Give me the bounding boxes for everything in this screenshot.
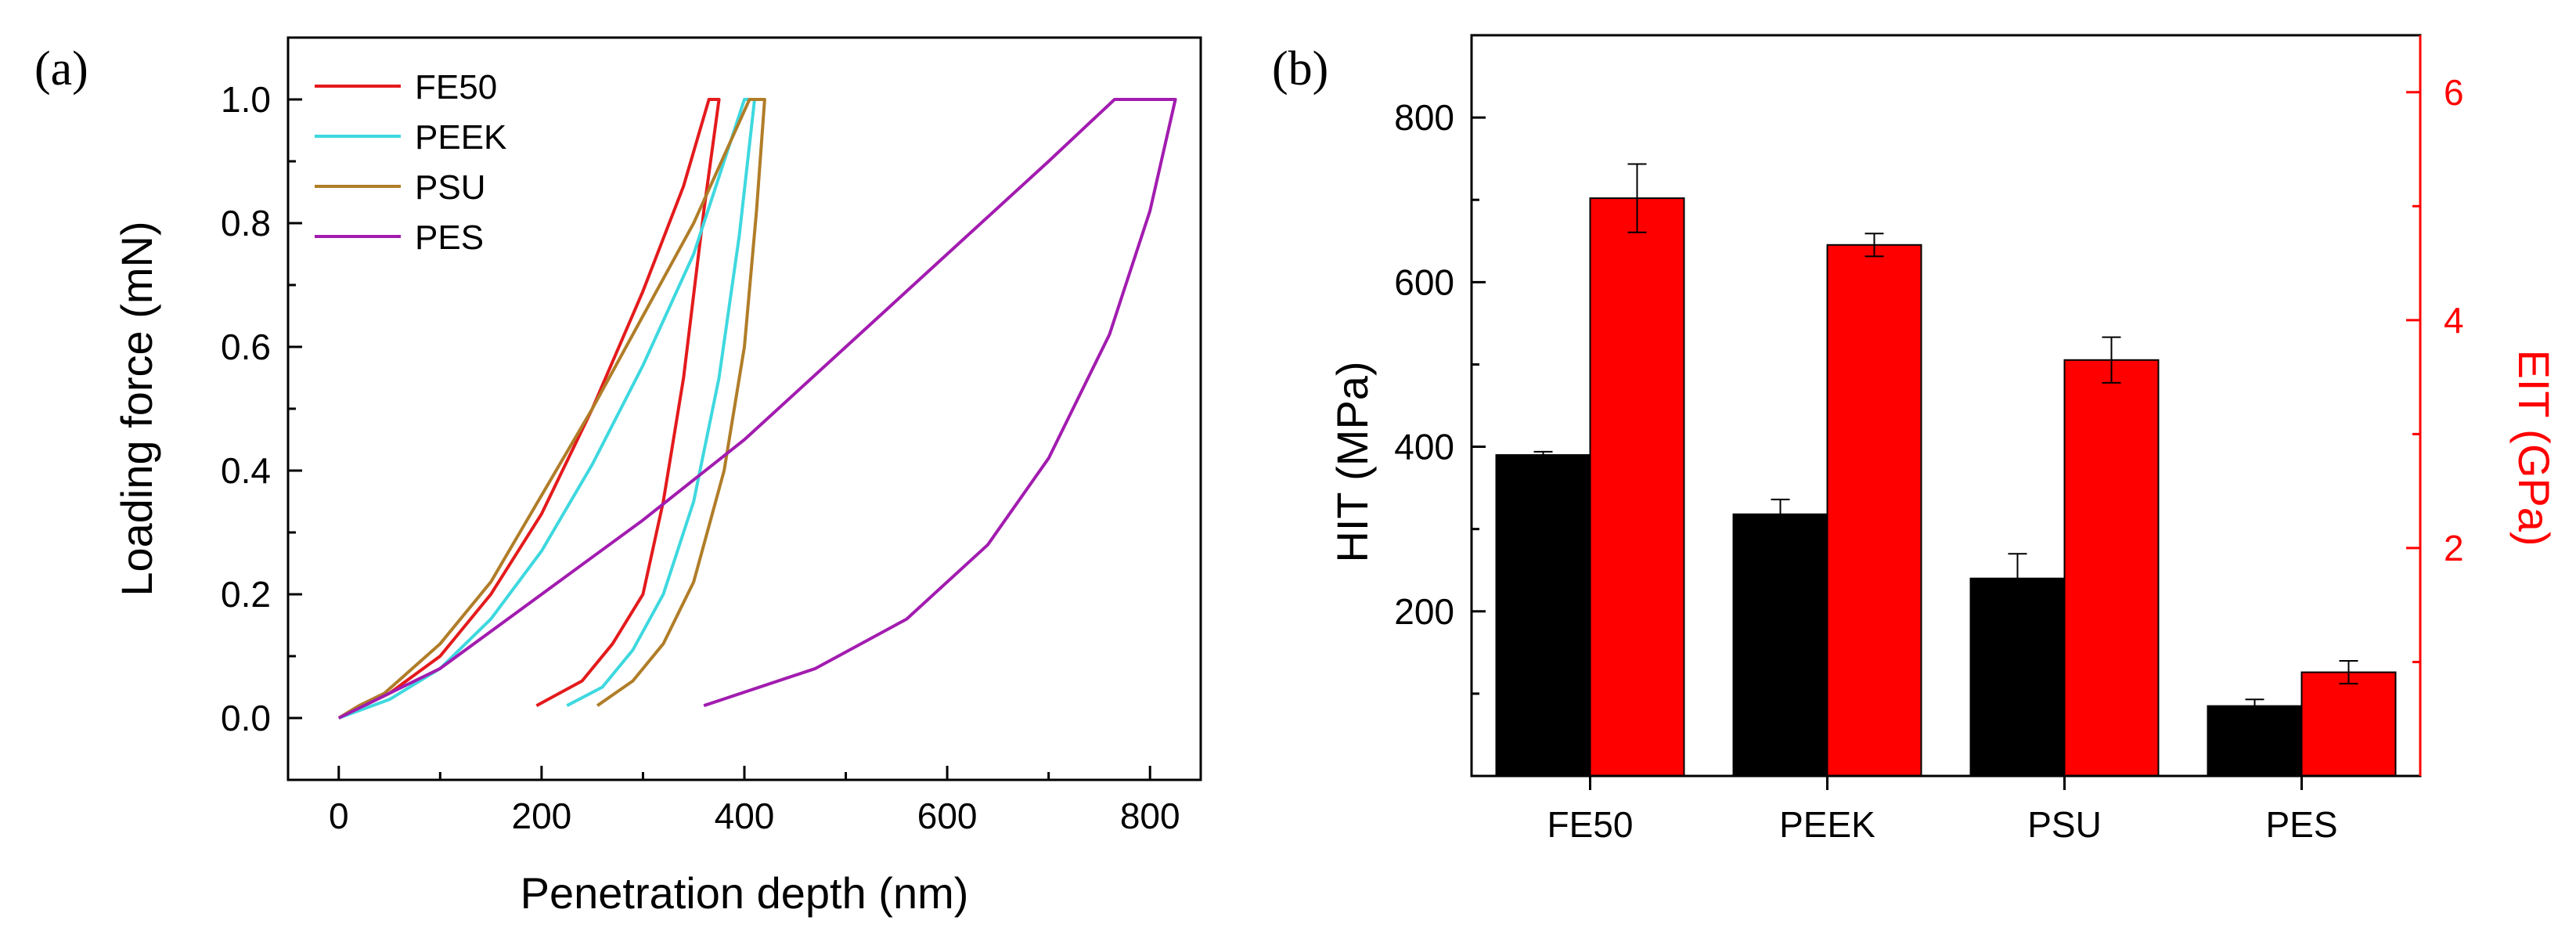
bar-eit-pes: [2300, 671, 2397, 777]
bar-eit-peek: [1826, 244, 1922, 777]
panel-a-y-axis-title: Loading force (mN): [112, 221, 161, 596]
panel-a-series-group: [337, 98, 1177, 720]
x-tick-label: 600: [917, 796, 978, 836]
y-tick-label: 0.8: [221, 203, 271, 244]
legend-label-psu: PSU: [415, 168, 485, 207]
panel-b-label: (b): [1272, 42, 1328, 96]
panel-a-x-ticks: 0 200 400 600 800: [329, 766, 1180, 836]
panel-a-label: (a): [34, 42, 88, 96]
panel-b-bars-group: [1495, 163, 2397, 778]
bar-eit-psu: [2063, 359, 2160, 777]
x-tick-label-pes: PES: [2265, 804, 2337, 845]
y-tick-label: 0.2: [221, 574, 271, 615]
left-y-tick-label: 200: [1394, 591, 1454, 632]
y-tick-label: 0.0: [221, 698, 271, 738]
panel-b-bar-chart: (b) FE50 PEEK PSU PES 200 400 600 800 2 4 6 HIT …: [1272, 34, 2559, 845]
legend-label-pes: PES: [415, 218, 484, 257]
y-tick-label: 0.4: [221, 450, 271, 491]
y-tick-label: 0.6: [221, 327, 271, 367]
left-y-tick-label: 600: [1394, 262, 1454, 302]
panel-b-left-y-ticks: 200 400 600 800: [1394, 34, 1486, 695]
panel-a-x-axis-title: Penetration depth (nm): [521, 868, 969, 918]
series-line-peek: [338, 98, 756, 720]
right-y-tick-label: 4: [2444, 300, 2464, 341]
legend-label-peek: PEEK: [415, 118, 506, 157]
x-tick-label-fe50: FE50: [1547, 804, 1634, 845]
panel-b-right-y-axis-title: EIT (GPa): [2509, 349, 2559, 546]
y-tick-label: 1.0: [221, 79, 271, 120]
series-line-psu: [337, 98, 766, 720]
x-tick-label-psu: PSU: [2027, 804, 2102, 845]
right-y-tick-label: 2: [2444, 528, 2464, 568]
x-tick-label: 0: [329, 796, 349, 836]
x-tick-label: 400: [715, 796, 775, 836]
right-y-tick-label: 6: [2444, 72, 2464, 113]
bar-hit-fe50: [1495, 454, 1591, 777]
x-tick-label: 800: [1120, 796, 1180, 836]
bar-eit-fe50: [1589, 197, 1685, 777]
legend-label-fe50: FE50: [415, 68, 497, 106]
panel-a-line-chart: (a) 0 200 400 600 800 0.0 0.2 0.4 0.6 0.8 1.0 Pen…: [34, 36, 1202, 918]
bar-hit-pes: [2207, 705, 2303, 778]
series-line-fe50: [337, 98, 721, 720]
panel-a-legend: FE50 PEEK PSU PES: [315, 68, 506, 257]
left-y-tick-label: 800: [1394, 97, 1454, 138]
bar-hit-peek: [1732, 513, 1828, 777]
panel-b-left-y-axis-title: HIT (MPa): [1328, 361, 1377, 562]
x-tick-label: 200: [512, 796, 572, 836]
x-tick-label-peek: PEEK: [1779, 804, 1875, 845]
panel-b-right-y-ticks: 2 4 6: [2406, 72, 2464, 663]
series-line-pes: [337, 98, 1177, 720]
left-y-tick-label: 400: [1394, 427, 1454, 467]
panel-a-y-ticks: 0.0 0.2 0.4 0.6 0.8 1.0: [221, 36, 302, 738]
bar-hit-psu: [1969, 577, 2066, 777]
panel-b-x-ticks: FE50 PEEK PSU PES: [1547, 776, 2338, 845]
